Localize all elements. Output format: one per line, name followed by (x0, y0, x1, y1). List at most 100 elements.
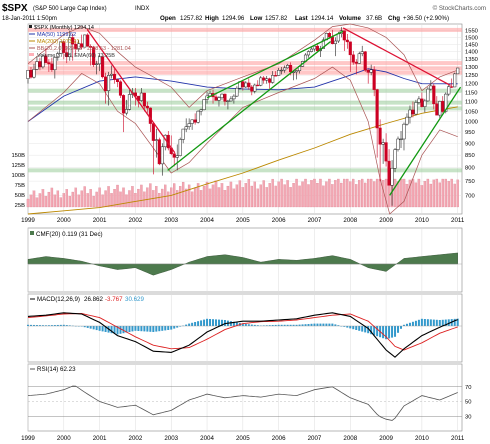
macd-hist-bar (185, 324, 188, 326)
level-band-0 (28, 27, 462, 32)
volume-tick-label: 125B (11, 163, 25, 169)
macd-hist-bar (95, 326, 98, 331)
year-label-2004-bottom: 2004 (200, 435, 214, 442)
macd-hist-bar (295, 324, 298, 326)
macd-hist-bar (53, 325, 56, 326)
candle-body (118, 81, 123, 96)
volume-bar (161, 188, 164, 208)
rsi-tick-label: 50 (465, 400, 471, 406)
macd-hist-bar (420, 318, 423, 326)
candle-body (184, 126, 188, 130)
candle-body (50, 63, 54, 71)
macd-hist-bar (388, 326, 391, 339)
macd-hist-bar (456, 318, 459, 326)
volume-bar (340, 182, 343, 208)
candle-body (402, 123, 406, 140)
macd-hist-bar (164, 326, 167, 331)
level-band-4 (28, 88, 462, 93)
macd-hist-bar (229, 321, 232, 326)
year-label-2010-top: 2010 (415, 217, 429, 224)
open-label: Open (160, 15, 176, 22)
candle-body (109, 73, 114, 76)
candle-body (360, 51, 364, 55)
high-value: 1294.96 (222, 15, 245, 22)
volume-bar (140, 184, 143, 208)
cmf-title-swatch (30, 231, 34, 235)
candle-body (62, 41, 66, 53)
volume-bar (211, 184, 215, 208)
price-tick-label: 750 (465, 179, 475, 185)
candle-body (330, 36, 334, 44)
volume-bar (155, 186, 158, 208)
price-tick-label: 1550 (465, 29, 478, 35)
volume-bar (199, 190, 203, 208)
candle-body (253, 84, 257, 92)
macd-hist-bar (32, 324, 35, 326)
candle-body (342, 30, 346, 41)
candle-body (441, 101, 445, 112)
year-label-2001-top: 2001 (93, 217, 107, 224)
volume-bar (41, 189, 45, 208)
volume-bar (292, 183, 295, 208)
volume-bar (238, 180, 242, 208)
candle-body (259, 77, 263, 86)
volume-bar (122, 187, 125, 208)
time-axis: 1999 1999 2000 2000 2001 2001 2002 2002 2003 2003… (21, 217, 465, 442)
volume-bar (220, 183, 224, 208)
volume-bar (277, 181, 280, 208)
macd-hist-bar (80, 326, 83, 327)
macd-hist-bar (179, 326, 182, 327)
candle-body (190, 119, 194, 124)
macd-hist-bar (217, 319, 220, 326)
volume-bar (426, 178, 430, 208)
macd-hist-bar (394, 326, 397, 337)
candle-body (268, 78, 272, 83)
price-tick-label: 950 (465, 130, 475, 136)
candle-body (235, 87, 239, 97)
candle-body (29, 70, 33, 78)
rsi-title: RSI(14) 62.23 (37, 366, 76, 373)
volume-bar (331, 184, 334, 208)
candle-body (47, 62, 51, 65)
trendline-2 (206, 30, 344, 99)
volume-bar (35, 197, 39, 208)
candle-body (256, 84, 260, 87)
volume-bar (95, 191, 98, 208)
volume-bar (77, 194, 80, 208)
macd-hist-bar (414, 320, 417, 326)
year-label-2005-top: 2005 (236, 217, 250, 224)
candle-body (32, 69, 36, 78)
year-label-2010-bottom: 2010 (415, 435, 429, 442)
volume-bar (170, 187, 173, 208)
candle-body (417, 98, 421, 103)
year-label-2005-bottom: 2005 (236, 435, 250, 442)
macd-hist-bar (423, 319, 426, 326)
price-tick-label: 1400 (465, 50, 478, 56)
volume-bar (408, 179, 412, 208)
volume-bar (104, 190, 107, 208)
macd-signal-line (27, 313, 458, 351)
macd-hist-bar (325, 323, 328, 326)
macd-hist-bar (343, 326, 346, 327)
open-value: 1257.82 (180, 15, 203, 22)
price-tick-label: 1350 (465, 57, 478, 63)
volume-bar (65, 189, 68, 208)
year-label-2009-top: 2009 (379, 217, 393, 224)
macd-hist-bar (56, 324, 59, 326)
chg-value: +36.50 (+2.90%) (403, 15, 449, 22)
macd-title: MACD(12,26,9) (37, 296, 80, 303)
candle-body (172, 153, 176, 158)
price-tick-label: 1450 (465, 42, 478, 48)
year-label-2011-bottom: 2011 (451, 435, 465, 442)
volume-bar (47, 191, 51, 208)
volume-bar (158, 193, 161, 208)
rsi-tick-label: 70 (465, 385, 471, 391)
candle-body (408, 109, 412, 118)
rsi-tick-label: 30 (465, 414, 471, 420)
volume-bar (417, 178, 421, 208)
candle-body (345, 39, 349, 43)
macd-hist-bar (340, 326, 343, 327)
macd-hist-bar (322, 323, 325, 326)
macd-hist-bar (426, 319, 429, 326)
year-label-2008-top: 2008 (343, 217, 357, 224)
